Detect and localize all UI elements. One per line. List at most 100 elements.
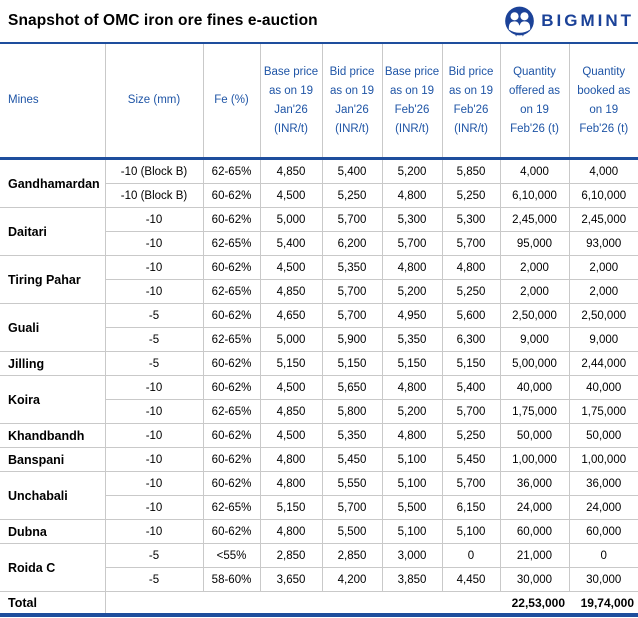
mine-name: Daitari bbox=[0, 207, 106, 256]
cell: 5,150 bbox=[321, 351, 383, 376]
cell: 5,250 bbox=[321, 183, 383, 208]
cell: 60-62% bbox=[202, 447, 261, 472]
cell: 62-65% bbox=[202, 327, 261, 352]
total-quantity-offered: 22,53,000 bbox=[500, 591, 569, 613]
cell: 2,000 bbox=[499, 255, 570, 280]
cell: 5,250 bbox=[441, 279, 501, 304]
cell: 5,000 bbox=[259, 207, 323, 232]
column-header-8: Quantity booked as on 19 Feb'26 (t) bbox=[568, 44, 638, 160]
cell: 5,700 bbox=[321, 279, 383, 304]
table-row: Unchabali -10 60-62% 4,800 5,550 5,100 5,700 36… bbox=[0, 471, 638, 520]
table-row: Tiring Pahar -10 60-62% 4,500 5,350 4,800 4,80… bbox=[0, 255, 638, 304]
cell: -5 bbox=[104, 351, 204, 376]
cell: 4,800 bbox=[259, 447, 323, 472]
mine-name: Tiring Pahar bbox=[0, 255, 106, 304]
page-title: Snapshot of OMC iron ore fines e-auction bbox=[8, 12, 318, 29]
bottom-accent-bar bbox=[0, 613, 638, 617]
cell: 5,150 bbox=[259, 495, 323, 520]
cell: 5,400 bbox=[441, 375, 501, 400]
cell: 5,700 bbox=[321, 207, 383, 232]
cell: -10 bbox=[104, 471, 204, 496]
cell: 6,10,000 bbox=[568, 183, 638, 208]
table-row: -5 62-65% 5,000 5,900 5,350 6,300 9,000 9,000 bbox=[0, 327, 638, 352]
table-row: Guali -5 60-62% 4,650 5,700 4,950 5,600 2,50,00… bbox=[0, 303, 638, 352]
cell: 36,000 bbox=[568, 471, 638, 496]
cell: 9,000 bbox=[499, 327, 570, 352]
cell: 6,150 bbox=[441, 495, 501, 520]
cell: 2,000 bbox=[499, 279, 570, 304]
table-row: -10 62-65% 5,400 6,200 5,700 5,700 95,000 93,00… bbox=[0, 231, 638, 256]
mine-name: Dubna bbox=[0, 519, 106, 544]
cell: 5,400 bbox=[321, 158, 383, 184]
cell: 24,000 bbox=[568, 495, 638, 520]
cell: 4,850 bbox=[259, 279, 323, 304]
cell: 4,200 bbox=[321, 567, 383, 592]
cell: 50,000 bbox=[568, 423, 638, 448]
title-bar: Snapshot of OMC iron ore fines e-auction… bbox=[0, 0, 638, 44]
cell: -10 bbox=[104, 375, 204, 400]
cell: 4,800 bbox=[259, 519, 323, 544]
cell: 60,000 bbox=[568, 519, 638, 544]
cell: 5,000 bbox=[259, 327, 323, 352]
cell: 5,700 bbox=[321, 303, 383, 328]
cell: 6,10,000 bbox=[499, 183, 570, 208]
cell: 5,700 bbox=[321, 495, 383, 520]
cell: 4,800 bbox=[381, 183, 443, 208]
table-row: Daitari -10 60-62% 5,000 5,700 5,300 5,300 2,45… bbox=[0, 207, 638, 256]
column-header-7: Quantity offered as on 19 Feb'26 (t) bbox=[499, 44, 570, 160]
cell: -10 bbox=[105, 231, 204, 256]
cell: -10 bbox=[105, 279, 204, 304]
cell: 60-62% bbox=[202, 303, 261, 328]
cell: 60-62% bbox=[202, 255, 261, 280]
table-row: Khandbandh -10 60-62% 4,500 5,350 4,800 5,250 5… bbox=[0, 423, 638, 448]
total-label: Total bbox=[0, 591, 106, 613]
cell: 5,200 bbox=[381, 279, 443, 304]
cell: 36,000 bbox=[499, 471, 570, 496]
cell: 4,800 bbox=[259, 471, 323, 496]
cell: 40,000 bbox=[499, 375, 570, 400]
cell: 4,850 bbox=[259, 158, 323, 184]
cell: 5,450 bbox=[441, 447, 501, 472]
cell: 5,700 bbox=[381, 231, 443, 256]
cell: 60-62% bbox=[202, 471, 261, 496]
cell: 5,100 bbox=[381, 471, 443, 496]
cell: 0 bbox=[568, 543, 638, 568]
cell: 2,850 bbox=[321, 543, 383, 568]
cell: 4,950 bbox=[381, 303, 443, 328]
cell: 60-62% bbox=[202, 375, 261, 400]
cell: -5 bbox=[105, 567, 204, 592]
cell: 62-65% bbox=[202, 231, 261, 256]
mine-name: Banspani bbox=[0, 447, 106, 472]
table-row: Jilling -5 60-62% 5,150 5,150 5,150 5,150 5,00,… bbox=[0, 351, 638, 376]
cell: 60-62% bbox=[202, 351, 261, 376]
cell: 5,500 bbox=[381, 495, 443, 520]
cell: 62-65% bbox=[202, 158, 261, 184]
cell: 5,700 bbox=[441, 399, 501, 424]
cell: 5,900 bbox=[321, 327, 383, 352]
total-quantity-booked: 19,74,000 bbox=[569, 591, 638, 613]
cell: 4,650 bbox=[259, 303, 323, 328]
cell: 5,200 bbox=[381, 158, 443, 184]
cell: 2,45,000 bbox=[568, 207, 638, 232]
mine-name: Gandhamardan bbox=[0, 158, 106, 208]
cell: 5,350 bbox=[321, 423, 383, 448]
cell: 5,150 bbox=[441, 351, 501, 376]
column-header-6: Bid price as on 19 Feb'26 (INR/t) bbox=[441, 44, 501, 160]
cell: -10 (Block B) bbox=[105, 183, 204, 208]
cell: 5,500 bbox=[321, 519, 383, 544]
cell: 6,200 bbox=[321, 231, 383, 256]
cell: 60-62% bbox=[202, 183, 261, 208]
column-header-1: Size (mm) bbox=[104, 44, 204, 160]
table-row: Koira -10 60-62% 4,500 5,650 4,800 5,400 40,000… bbox=[0, 375, 638, 424]
table-row: -10 62-65% 4,850 5,800 5,200 5,700 1,75,000 1,7… bbox=[0, 399, 638, 424]
mine-name: Guali bbox=[0, 303, 106, 352]
cell: -10 bbox=[104, 207, 204, 232]
cell: 1,75,000 bbox=[499, 399, 570, 424]
bigmint-logo-text: BIGMINT bbox=[541, 11, 634, 30]
cell: 62-65% bbox=[202, 495, 261, 520]
cell: 2,000 bbox=[568, 279, 638, 304]
cell: 5,600 bbox=[441, 303, 501, 328]
column-header-2: Fe (%) bbox=[202, 44, 261, 160]
mine-name: Roida C bbox=[0, 543, 106, 592]
mine-name: Khandbandh bbox=[0, 423, 106, 448]
